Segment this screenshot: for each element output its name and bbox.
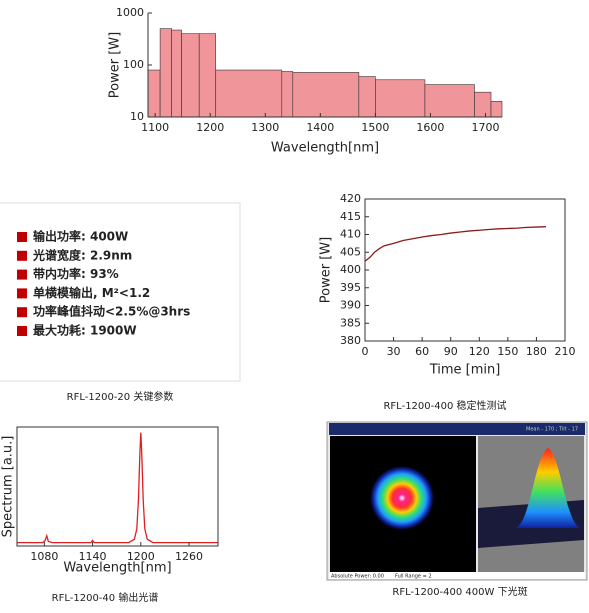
parameter-box xyxy=(0,202,241,382)
caption: RFL-1200-20 关键参数 xyxy=(67,390,174,403)
bar xyxy=(490,101,503,118)
parameter: 功率峰值抖动<2.5%@3hrs xyxy=(33,304,190,319)
x-tick-label: 60 xyxy=(415,345,429,358)
bar xyxy=(474,91,492,118)
caption: RFL-1200-40 输出光谱 xyxy=(52,591,159,604)
bar xyxy=(375,79,426,118)
bar xyxy=(215,69,283,118)
x-tick-label: 1260 xyxy=(175,550,203,563)
bar xyxy=(292,72,360,118)
parameter: 带内功率: 93% xyxy=(33,266,119,281)
x-tick-label: 1200 xyxy=(127,550,155,563)
x-tick-label: 1200 xyxy=(196,121,224,134)
x-tick-label: 1700 xyxy=(471,121,499,134)
x-tick-label: 1300 xyxy=(251,121,279,134)
bar xyxy=(159,28,172,118)
bar xyxy=(281,71,294,118)
parameter-list: 输出功率: 400W 光谱宽度: 2.9nm 带内功率: 93% 单横模输出, M²<… xyxy=(17,229,190,338)
y-tick-label: 1000 xyxy=(116,6,144,19)
beam-header: Mean - 170 ; Tilt - 17 xyxy=(526,427,578,433)
y-tick-label: 10 xyxy=(130,110,144,123)
x-tick-label: 1600 xyxy=(416,121,444,134)
y-tick-label: 380 xyxy=(340,334,361,347)
x-tick-label: 30 xyxy=(387,345,401,358)
bullet xyxy=(17,326,27,336)
y-tick-label: 420 xyxy=(340,192,361,205)
beam-footer-left: Absolute Power: 0.00 xyxy=(331,574,384,580)
beam-image: Mean - 170 ; Tilt - 17 Absolute Power: 0… xyxy=(326,421,588,581)
y-tick-label: 390 xyxy=(340,299,361,312)
y-tick-label: 415 xyxy=(340,210,361,223)
y-axis-label: Spectrum [a.u.] xyxy=(1,436,16,538)
y-tick-label: 395 xyxy=(340,281,361,294)
x-axis-label: Wavelength[nm] xyxy=(63,561,171,576)
x-axis-label: Wavelength[nm] xyxy=(271,141,379,156)
caption: RFL-1200-400 400W 下光斑 xyxy=(392,585,527,598)
x-tick-label: 150 xyxy=(497,345,518,358)
bullet xyxy=(17,307,27,318)
y-tick-label: 385 xyxy=(340,316,361,329)
x-tick-label: 1100 xyxy=(141,121,169,134)
parameter: 光谱宽度: 2.9nm xyxy=(32,247,132,262)
x-tick-label: 1400 xyxy=(306,121,334,134)
bar xyxy=(358,76,376,118)
bullet xyxy=(17,232,27,242)
beam-footer-right: Full Range = 2 xyxy=(395,574,432,580)
bullet xyxy=(17,269,27,280)
x-tick-label: 0 xyxy=(362,345,369,358)
bullet xyxy=(17,250,27,261)
y-tick-label: 100 xyxy=(123,58,144,71)
bar xyxy=(171,29,182,118)
plot-frame xyxy=(16,426,219,547)
y-tick-label: 405 xyxy=(340,245,361,258)
x-tick-label: 210 xyxy=(555,345,576,358)
parameter: 最大功耗: 1900W xyxy=(33,323,137,338)
x-tick-label: 1140 xyxy=(79,550,107,563)
bar xyxy=(198,33,217,118)
bullet xyxy=(17,288,27,299)
parameter: 输出功率: 400W xyxy=(33,229,128,244)
x-tick-label: 1500 xyxy=(361,121,389,134)
y-tick-label: 410 xyxy=(340,228,361,241)
plot-frame xyxy=(364,198,566,342)
bar xyxy=(181,33,200,118)
x-tick-label: 1080 xyxy=(30,550,58,563)
x-tick-label: 120 xyxy=(469,345,490,358)
line xyxy=(17,432,218,544)
x-tick-label: 180 xyxy=(526,345,547,358)
x-axis-label: Time [min] xyxy=(429,363,501,378)
caption: RFL-1200-400 稳定性测试 xyxy=(383,399,506,412)
parameter: 单横模输出, M²<1.2 xyxy=(33,285,150,300)
bar xyxy=(147,69,161,118)
bar xyxy=(424,84,475,118)
y-axis-label: Power [W] xyxy=(108,32,123,98)
line xyxy=(364,226,546,262)
y-tick-label: 400 xyxy=(340,263,361,276)
x-tick-label: 90 xyxy=(444,345,458,358)
y-axis-label: Power [W] xyxy=(319,237,334,303)
